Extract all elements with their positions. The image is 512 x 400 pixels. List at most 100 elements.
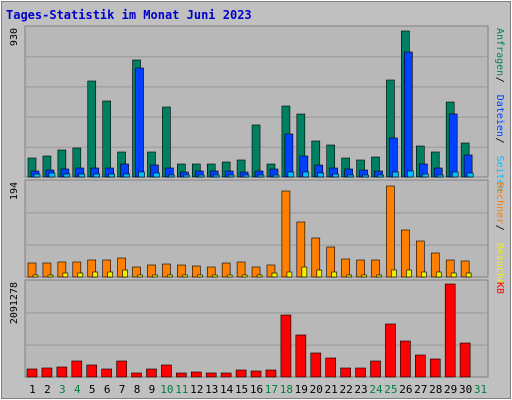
bar-seiten-day-19: [302, 171, 310, 178]
panel-top: 930 Anfragen / Dateien / Seiten: [9, 25, 505, 192]
bar-rechner-day-29: [445, 259, 455, 278]
bar-dateien-day-18: [284, 133, 294, 178]
bar-seiten-day-15: [242, 174, 250, 178]
bottom-ymax-label: 2091278: [9, 282, 20, 324]
x-tick-label-day-30: 30: [459, 383, 472, 396]
bar-rechner-day-14: [221, 262, 231, 278]
bar-besuche-day-9: [152, 274, 158, 278]
bar-besuche-day-17: [271, 272, 278, 278]
middle-ymax-label: 194: [9, 182, 20, 200]
x-tick-label-day-5: 5: [89, 383, 96, 396]
bar-seiten-day-26: [407, 170, 414, 178]
bar-besuche-day-3: [62, 272, 69, 278]
bar-dateien-day-25: [389, 137, 398, 178]
bar-seiten-day-30: [466, 172, 474, 178]
bar-besuche-day-19: [301, 266, 308, 278]
bar-seiten-day-18: [287, 171, 295, 178]
bar-dateien-day-29: [448, 113, 458, 178]
bar-kb-day-8: [131, 372, 142, 378]
bar-rechner-day-23: [356, 259, 365, 278]
x-tick-label-day-26: 26: [399, 383, 412, 396]
bar-besuche-day-16: [256, 274, 263, 278]
bar-kb-day-29: [444, 283, 456, 378]
x-axis-labels: 1 2 3 4 5 6 7 8 9 10 11 12 13 14 15 16 17 18 19 20 21 22 23 24 2…: [29, 383, 487, 396]
bar-besuche-day-24: [376, 274, 382, 278]
x-tick-label-day-2: 2: [44, 383, 51, 396]
bar-kb-day-26: [400, 340, 411, 378]
bar-besuche-day-1: [32, 274, 39, 278]
bar-besuche-day-6: [107, 271, 113, 278]
bar-kb-day-17: [265, 369, 277, 378]
middle-plot-area: [24, 179, 489, 278]
bar-seiten-day-16: [257, 174, 265, 178]
x-tick-label-day-12: 12: [190, 383, 203, 396]
bar-besuche-day-30: [465, 272, 472, 278]
bar-seiten-day-24: [377, 174, 384, 178]
bar-rechner-day-4: [72, 261, 82, 278]
bar-kb-day-30: [459, 342, 471, 378]
bar-besuche-day-25: [391, 269, 397, 278]
bar-rechner-day-6: [102, 259, 111, 278]
bar-besuche-day-5: [92, 271, 99, 278]
legend-dateien: Dateien: [494, 95, 505, 137]
x-tick-label-day-13: 13: [205, 383, 218, 396]
x-tick-label-day-22: 22: [339, 383, 352, 396]
legend-separator: /: [494, 138, 505, 144]
bar-besuche-day-12: [196, 274, 203, 278]
legend-anfragen: Anfragen: [494, 28, 505, 76]
bar-rechner-day-15: [236, 261, 246, 278]
bar-rechner-day-24: [371, 259, 380, 278]
bar-rechner-day-21: [326, 246, 336, 278]
x-tick-label-day-14: 14: [220, 383, 234, 396]
bar-seiten-day-3: [63, 173, 71, 178]
bar-besuche-day-22: [346, 274, 352, 278]
bar-seiten-day-27: [422, 173, 429, 178]
bar-rechner-day-30: [460, 260, 470, 278]
legend-rechner: Rechner: [494, 182, 505, 224]
bar-besuche-day-11: [182, 274, 188, 278]
bar-kb-day-5: [86, 364, 98, 378]
bar-kb-day-27: [415, 354, 426, 378]
bar-rechner-day-27: [416, 240, 425, 278]
x-tick-label-day-24: 24: [369, 383, 383, 396]
x-tick-label-day-21: 21: [325, 383, 338, 396]
x-tick-label-day-1: 1: [29, 383, 36, 396]
bar-rechner-day-28: [430, 252, 440, 278]
bar-kb-day-23: [355, 367, 366, 378]
bar-anfragen-day-16: [251, 124, 261, 178]
bar-seiten-day-6: [108, 173, 115, 178]
bottom-plot-area: [24, 279, 489, 378]
bar-besuche-day-2: [47, 274, 54, 278]
x-tick-label-day-25: 25: [384, 383, 397, 396]
bar-rechner-day-7: [117, 257, 126, 278]
bar-anfragen-day-5: [87, 80, 97, 178]
bar-anfragen-day-6: [102, 100, 111, 178]
bar-kb-day-2: [41, 367, 53, 378]
bar-seiten-day-1: [33, 173, 41, 178]
x-tick-label-day-15: 15: [235, 383, 248, 396]
bar-kb-day-4: [71, 360, 83, 378]
top-ymax-label: 930: [9, 28, 20, 46]
bar-besuche-day-14: [226, 274, 233, 278]
bar-kb-day-21: [325, 357, 337, 378]
x-tick-label-day-23: 23: [354, 383, 367, 396]
bar-seiten-day-12: [197, 174, 205, 178]
bar-besuche-day-4: [77, 272, 84, 278]
bar-besuche-day-26: [406, 269, 412, 278]
bar-rechner-day-13: [206, 266, 216, 278]
bar-seiten-day-21: [332, 173, 340, 178]
x-tick-label-day-6: 6: [104, 383, 111, 396]
bar-seiten-day-7: [123, 173, 130, 178]
bar-besuche-day-13: [211, 274, 218, 278]
bar-seiten-day-23: [362, 174, 369, 178]
bar-seiten-day-25: [392, 171, 399, 178]
bar-besuche-day-10: [167, 274, 173, 278]
x-tick-label-day-28: 28: [429, 383, 442, 396]
x-tick-label-day-11: 11: [175, 383, 188, 396]
legend-kb: KB: [494, 282, 505, 294]
x-tick-label-day-10: 10: [160, 383, 173, 396]
bar-besuche-day-8: [137, 274, 143, 278]
chart-title: Tages-Statistik im Monat Juni 2023: [6, 8, 252, 22]
bar-kb-day-14: [220, 372, 232, 378]
